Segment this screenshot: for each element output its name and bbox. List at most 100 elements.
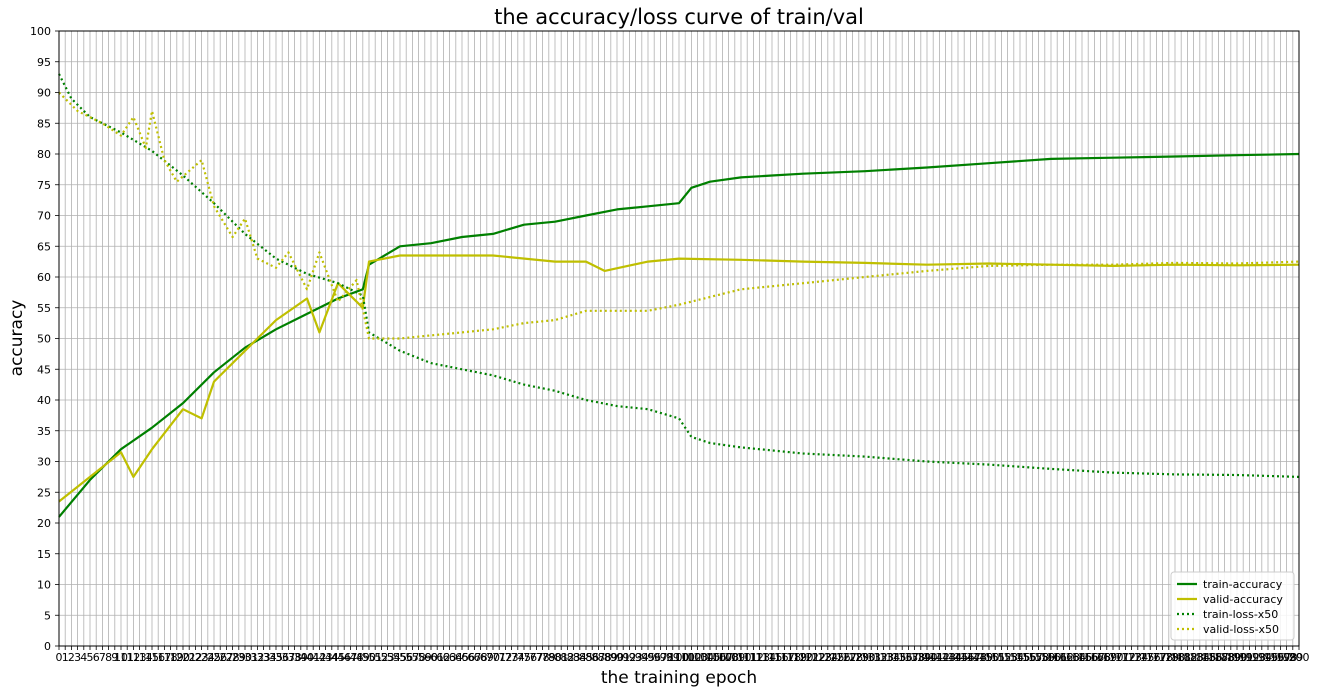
chart-title: the accuracy/loss curve of train/val xyxy=(494,5,864,29)
x-tick-label: 74 xyxy=(511,651,525,664)
x-tick-label: 129 xyxy=(848,651,869,664)
x-tick-label: 135 xyxy=(886,651,907,664)
x-tick-label: 51 xyxy=(368,651,382,664)
x-tick-label: 14 xyxy=(139,651,153,664)
x-tick-label: 121 xyxy=(799,651,820,664)
x-tick-label: 119 xyxy=(786,651,807,664)
x-tick-label: 186 xyxy=(1202,651,1223,664)
x-tick-label: 174 xyxy=(1127,651,1148,664)
x-tick-label: 104 xyxy=(693,651,714,664)
x-tick-label: 46 xyxy=(337,651,351,664)
x-tick-label: 140 xyxy=(917,651,938,664)
x-tick-label: 134 xyxy=(879,651,900,664)
x-tick-label: 177 xyxy=(1146,651,1167,664)
x-tick-label: 196 xyxy=(1264,651,1285,664)
x-tick-label: 64 xyxy=(449,651,463,664)
series-line-train-accuracy xyxy=(58,152,1300,518)
y-tick-label: 95 xyxy=(37,56,51,69)
x-tick-label: 34 xyxy=(263,651,277,664)
x-tick-label: 24 xyxy=(201,651,215,664)
x-tick-label: 85 xyxy=(579,651,593,664)
x-tick-label: 80 xyxy=(548,651,562,664)
series-line-train-loss-x50 xyxy=(58,73,1300,478)
ticks: 0 1 2 3 4 5 6 7 8 9101112131415161718192021222324… xyxy=(30,25,1310,664)
x-tick-label: 195 xyxy=(1258,651,1279,664)
x-tick-label: 72 xyxy=(498,651,512,664)
x-tick-label: 30 xyxy=(238,651,252,664)
y-tick-label: 75 xyxy=(37,179,51,192)
x-tick-label: 105 xyxy=(700,651,721,664)
x-tick-label: 10 xyxy=(114,651,128,664)
x-tick-label: 93 xyxy=(629,651,643,664)
x-tick-label: 83 xyxy=(567,651,581,664)
y-tick-label: 35 xyxy=(37,425,51,438)
x-tick-label: 3 xyxy=(74,651,81,664)
x-tick-label: 157 xyxy=(1022,651,1043,664)
x-tick-label: 152 xyxy=(991,651,1012,664)
x-tick-label: 145 xyxy=(948,651,969,664)
x-tick-label: 146 xyxy=(954,651,975,664)
x-tick-label: 193 xyxy=(1245,651,1266,664)
legend-label: train-accuracy xyxy=(1203,578,1283,591)
x-tick-label: 78 xyxy=(536,651,550,664)
x-tick-label: 199 xyxy=(1282,651,1303,664)
x-tick-label: 48 xyxy=(350,651,364,664)
x-tick-label: 95 xyxy=(641,651,655,664)
y-tick-label: 50 xyxy=(37,333,51,346)
x-tick-label: 65 xyxy=(455,651,469,664)
x-tick-label: 77 xyxy=(529,651,543,664)
x-tick-label: 82 xyxy=(560,651,574,664)
x-tick-label: 147 xyxy=(960,651,981,664)
x-tick-label: 43 xyxy=(319,651,333,664)
x-tick-label: 118 xyxy=(780,651,801,664)
x-tick-label: 125 xyxy=(824,651,845,664)
x-tick-label: 28 xyxy=(226,651,240,664)
x-tick-label: 41 xyxy=(306,651,320,664)
x-tick-label: 5 xyxy=(87,651,94,664)
x-tick-label: 55 xyxy=(393,651,407,664)
x-tick-label: 63 xyxy=(443,651,457,664)
x-tick-label: 116 xyxy=(768,651,789,664)
x-tick-label: 102 xyxy=(681,651,702,664)
x-tick-label: 54 xyxy=(387,651,401,664)
x-tick-label: 182 xyxy=(1177,651,1198,664)
x-tick-label: 76 xyxy=(523,651,537,664)
x-tick-label: 87 xyxy=(591,651,605,664)
x-tick-label: 141 xyxy=(923,651,944,664)
x-tick-label: 156 xyxy=(1016,651,1037,664)
x-tick-label: 57 xyxy=(405,651,419,664)
x-tick-label: 130 xyxy=(855,651,876,664)
x-tick-label: 31 xyxy=(244,651,258,664)
x-tick-label: 122 xyxy=(805,651,826,664)
x-tick-label: 38 xyxy=(288,651,302,664)
x-tick-label: 169 xyxy=(1096,651,1117,664)
x-tick-label: 40 xyxy=(300,651,314,664)
x-tick-label: 163 xyxy=(1059,651,1080,664)
series-line-valid-loss-x50 xyxy=(58,91,1300,340)
x-tick-label: 12 xyxy=(126,651,140,664)
x-tick-label: 109 xyxy=(724,651,745,664)
x-tick-label: 88 xyxy=(598,651,612,664)
y-tick-label: 30 xyxy=(37,456,51,469)
x-tick-label: 165 xyxy=(1072,651,1093,664)
x-tick-label: 44 xyxy=(325,651,339,664)
x-tick-label: 25 xyxy=(207,651,221,664)
x-tick-label: 60 xyxy=(424,651,438,664)
x-tick-label: 42 xyxy=(312,651,326,664)
legend-label: valid-loss-x50 xyxy=(1203,623,1279,636)
x-tick-label: 112 xyxy=(743,651,764,664)
x-tick-label: 81 xyxy=(554,651,568,664)
x-tick-label: 190 xyxy=(1227,651,1248,664)
y-tick-label: 90 xyxy=(37,87,51,100)
y-tick-label: 15 xyxy=(37,548,51,561)
x-tick-label: 120 xyxy=(793,651,814,664)
x-tick-label: 106 xyxy=(706,651,727,664)
x-tick-label: 89 xyxy=(604,651,618,664)
x-tick-label: 198 xyxy=(1276,651,1297,664)
x-tick-label: 23 xyxy=(195,651,209,664)
x-tick-label: 8 xyxy=(105,651,112,664)
x-tick-label: 97 xyxy=(653,651,667,664)
x-tick-label: 56 xyxy=(399,651,413,664)
legend: train-accuracy valid-accuracy train-loss-x… xyxy=(1170,571,1295,641)
x-tick-label: 79 xyxy=(542,651,556,664)
